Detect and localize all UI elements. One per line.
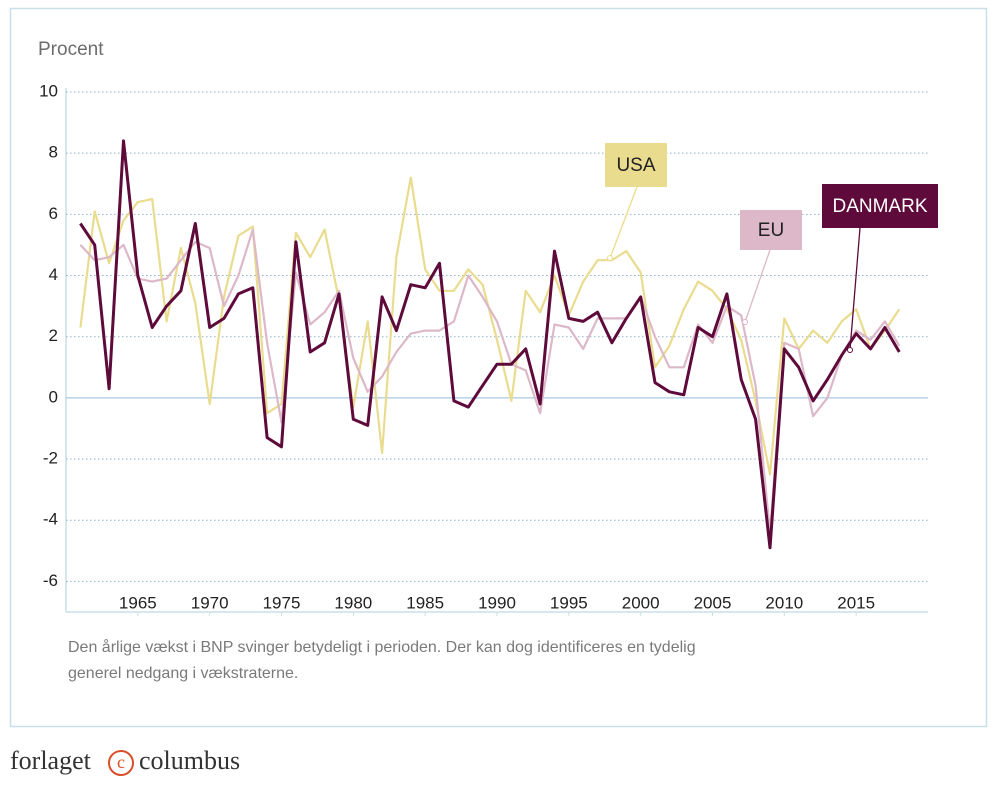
caption: generel nedgang i vækstraterne. (68, 665, 298, 682)
callout-leader (849, 227, 861, 351)
x-tick-label: 1975 (263, 593, 301, 612)
series-line (79, 139, 901, 550)
x-tick-label: 2005 (694, 593, 732, 612)
logo-circle (108, 750, 134, 776)
y-tick-label: 0 (49, 387, 58, 406)
y-tick-label: 10 (39, 81, 58, 100)
callout-dot (742, 319, 748, 325)
x-tick-label: 1995 (550, 593, 588, 612)
x-tick-label: 1970 (191, 593, 229, 612)
y-tick-label: 6 (49, 204, 58, 223)
frame (9, 7, 988, 728)
callout-dot (607, 255, 613, 261)
logo-text: columbus (139, 746, 240, 775)
legend-label: EU (758, 220, 784, 241)
y-axis-label: Procent (38, 39, 104, 60)
y-tick-label: 4 (49, 265, 58, 284)
callout-leader (609, 186, 638, 259)
logo-text: forlaget (10, 746, 92, 775)
x-tick-label: 2010 (765, 593, 803, 612)
legend-box (822, 184, 938, 228)
logo-letter: c (117, 752, 125, 772)
caption: Den årlige vækst i BNP svinger betydelig… (68, 638, 696, 656)
x-tick-label: 1990 (478, 593, 516, 612)
y-tick-label: -2 (43, 449, 58, 468)
legend-box (605, 143, 667, 187)
x-tick-label: 2000 (622, 593, 660, 612)
callout-leader (744, 249, 771, 323)
series-line (79, 176, 901, 476)
x-tick-label: 2015 (837, 593, 875, 612)
legend-box (740, 210, 802, 250)
legend-label: USA (616, 155, 655, 176)
x-tick-label: 1965 (119, 593, 157, 612)
series-line (79, 228, 901, 534)
y-tick-label: -6 (43, 571, 58, 590)
y-tick-label: 2 (49, 326, 58, 345)
callout-dot (847, 347, 853, 353)
x-tick-label: 1980 (334, 593, 372, 612)
x-tick-label: 1985 (406, 593, 444, 612)
y-tick-label: -4 (43, 510, 58, 529)
plot: 10 8 6 4 2 0 -2 -4 -6 1965 1970 1975 1980 1985 1990 199… (39, 81, 938, 616)
legend-label: DANMARK (832, 196, 927, 217)
logo: forlaget c columbus (10, 746, 240, 776)
y-tick-label: 8 (49, 143, 58, 162)
